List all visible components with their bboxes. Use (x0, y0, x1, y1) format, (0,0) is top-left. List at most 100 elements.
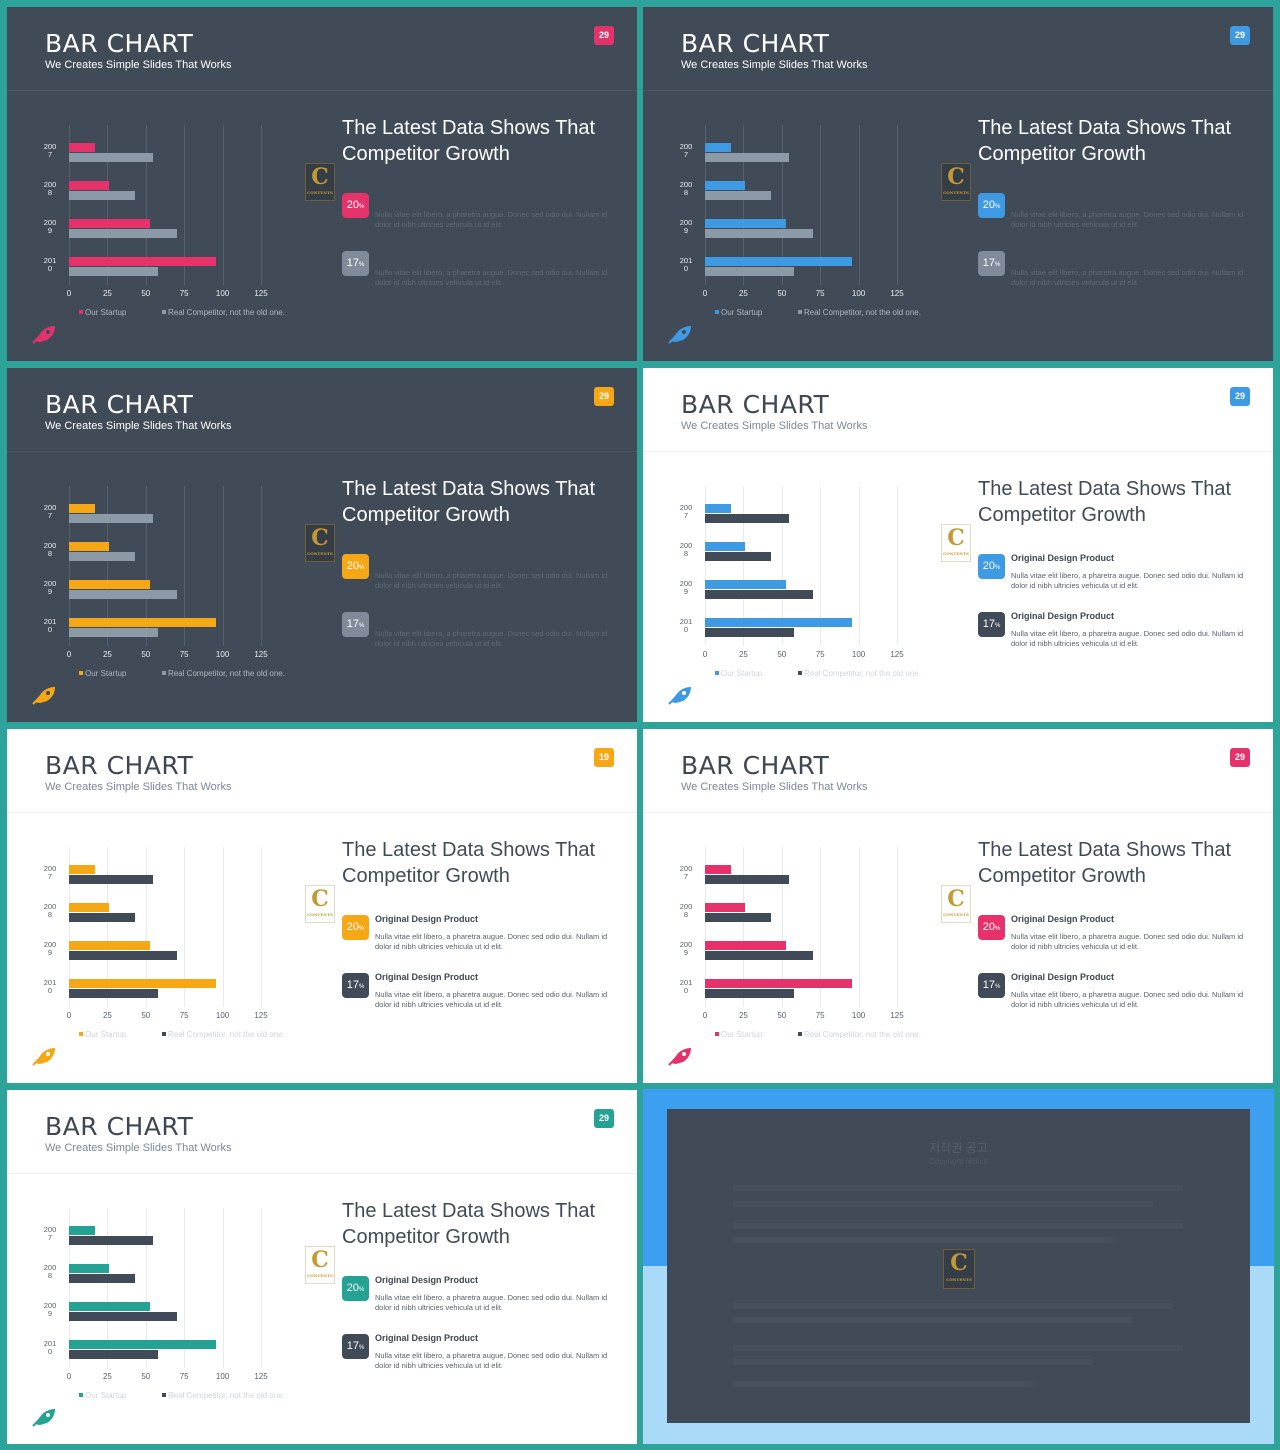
gridline (69, 847, 70, 1007)
notice-text-line (733, 1317, 1133, 1323)
bar-chart-slide: BAR CHART We Creates Simple Slides That W… (643, 729, 1273, 1083)
category-label-line: 201 (679, 978, 693, 987)
bar-our-startup (705, 618, 853, 627)
category-label-line: 201 (43, 256, 57, 265)
category-label-line: 200 (43, 142, 57, 151)
copyright-notice-slide: 저작권 공고 Copyright Notice C CONTENTS (643, 1089, 1274, 1444)
legend-entry: Real Competitor, not the old one. (798, 308, 921, 317)
x-tick-label: 125 (890, 289, 904, 298)
item-title: Original Design Product (375, 914, 479, 924)
bar-real-competitor (705, 191, 772, 200)
logo-text: CONTENTS (946, 1277, 972, 1282)
bar-our-startup (705, 257, 853, 266)
bar-chart-slide: BAR CHART We Creates Simple Slides That W… (643, 368, 1273, 722)
percent-value: 20 (982, 921, 995, 933)
percent-sign: % (994, 926, 1001, 932)
x-tick-label: 50 (777, 650, 787, 659)
rocket-icon (667, 324, 693, 344)
y-category-label: 201 0 (35, 979, 65, 995)
legend-swatch (79, 1393, 83, 1397)
header-divider (643, 90, 1273, 91)
bar-our-startup (69, 504, 96, 513)
bar-our-startup (705, 580, 787, 589)
header-divider (7, 90, 637, 91)
percent-badge: 20% (978, 554, 1005, 579)
contents-logo: C CONTENTS (941, 885, 971, 923)
x-tick-label: 0 (66, 1372, 72, 1381)
percent-sign: % (994, 565, 1001, 571)
bar-real-competitor (69, 951, 177, 960)
category-label-line: 7 (683, 150, 689, 159)
legend-label: Our Startup (85, 1391, 127, 1400)
page-number-badge: 29 (1230, 748, 1250, 767)
category-label-line: 200 (43, 503, 57, 512)
logo-letter: C (947, 886, 965, 912)
section-heading: The Latest Data Shows That Competitor Gr… (978, 478, 1232, 526)
y-category-label: 200 8 (35, 542, 65, 558)
y-category-label: 201 0 (671, 979, 701, 995)
item-description: Nulla vitae elit libero, a pharetra augu… (375, 210, 608, 229)
item-title: Original Design Product (1011, 553, 1115, 563)
gridline (222, 486, 224, 646)
category-label-line: 200 (43, 1225, 57, 1234)
x-tick-label: 125 (254, 1372, 268, 1381)
x-tick-label: 25 (738, 650, 748, 659)
item-description: Nulla vitae elit libero, a pharetra augu… (375, 932, 608, 951)
legend-label: Real Competitor, not the old one. (168, 1391, 285, 1400)
category-label-line: 200 (679, 218, 693, 227)
legend-swatch (79, 310, 83, 314)
logo-letter: C (947, 164, 965, 190)
y-category-label: 200 9 (671, 580, 701, 596)
logo-letter: C (311, 1247, 329, 1273)
section-heading: The Latest Data Shows That Competitor Gr… (342, 1200, 596, 1248)
bar-chart: 0 25 50 75 100 125 200 7 200 8 200 9 201 0 Our Startup… (663, 486, 953, 686)
percent-badge: 20% (342, 1276, 369, 1301)
legend-swatch (798, 1032, 802, 1036)
contents-logo: C CONTENTS (305, 163, 335, 201)
slide-subtitle: We Creates Simple Slides That Works (681, 420, 868, 432)
percent-sign: % (994, 984, 1001, 990)
legend-swatch (162, 1393, 166, 1397)
category-label-line: 7 (47, 150, 53, 159)
category-label-line: 0 (47, 986, 53, 995)
gridline (820, 486, 822, 646)
category-label-line: 200 (679, 503, 693, 512)
gridline (107, 847, 109, 1007)
bar-real-competitor (69, 191, 136, 200)
x-tick-label: 125 (254, 289, 268, 298)
category-label-line: 7 (683, 872, 689, 881)
section-heading: The Latest Data Shows That Competitor Gr… (342, 839, 596, 887)
x-tick-label: 50 (141, 650, 151, 659)
bar-our-startup (705, 504, 732, 513)
percent-badge: 17% (978, 251, 1005, 276)
category-label-line: 8 (47, 910, 53, 919)
x-tick-label: 75 (179, 1372, 189, 1381)
category-label-line: 201 (679, 256, 693, 265)
category-label-line: 9 (683, 948, 689, 957)
category-label-line: 9 (47, 587, 53, 596)
y-category-label: 201 0 (35, 618, 65, 634)
legend-entry: Our Startup (79, 1391, 126, 1400)
header-divider (643, 812, 1273, 813)
percent-sign: % (358, 262, 365, 268)
bar-real-competitor (705, 875, 790, 884)
percent-value: 17 (346, 257, 359, 269)
gridline (261, 125, 262, 285)
notice-title: 저작권 공고 (929, 1141, 988, 1155)
logo-text: CONTENTS (307, 1273, 333, 1278)
percent-badge: 20% (342, 193, 369, 218)
percent-value: 17 (346, 979, 359, 991)
percent-sign: % (994, 623, 1001, 629)
legend-swatch (162, 310, 166, 314)
y-category-label: 200 9 (35, 941, 65, 957)
bar-real-competitor (69, 875, 154, 884)
bar-real-competitor (69, 590, 177, 599)
gridline (107, 486, 109, 646)
notice-subtitle: Copyright Notice (928, 1157, 989, 1166)
x-tick-label: 100 (215, 289, 230, 298)
y-category-label: 200 8 (671, 903, 701, 919)
x-tick-label: 0 (702, 650, 708, 659)
x-tick-label: 50 (777, 1011, 787, 1020)
bar-real-competitor (705, 229, 813, 238)
gridline (781, 847, 783, 1007)
